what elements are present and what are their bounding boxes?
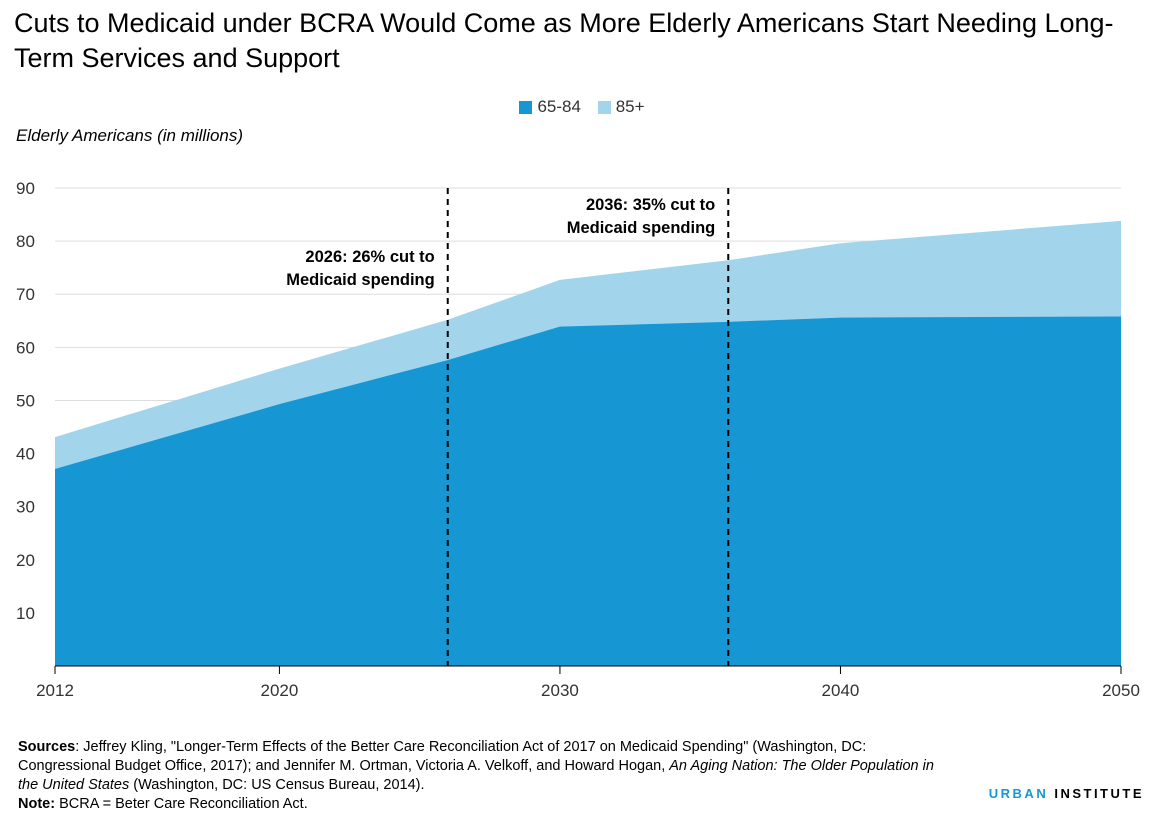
sources-text-2: (Washington, DC: US Census Bureau, 2014)… — [129, 777, 425, 793]
annotation-label-2036-line2: Medicaid spending — [567, 219, 716, 237]
y-tick-label-60: 60 — [16, 338, 35, 357]
y-tick-label-20: 20 — [16, 551, 35, 570]
y-tick-label-50: 50 — [16, 391, 35, 410]
annotation-label-2026-line1: 2026: 26% cut to — [305, 248, 434, 266]
y-tick-label-80: 80 — [16, 232, 35, 251]
brand-urban: URBAN — [988, 786, 1049, 801]
sources-italic: An Aging Nation: The Older Population in… — [18, 758, 934, 793]
x-tick-label-2030: 2030 — [541, 681, 579, 700]
annotation-label-2026-line2: Medicaid spending — [286, 271, 435, 289]
note-label: Note: — [18, 796, 56, 812]
legend: 65-84 85+ — [0, 97, 1164, 119]
x-tick-label-2050: 2050 — [1102, 681, 1140, 700]
note: Note: BCRA = Beter Care Reconciliation A… — [18, 795, 958, 814]
footer-notes: Sources: Jeffrey Kling, "Longer-Term Eff… — [18, 738, 958, 814]
sources-label: Sources — [18, 739, 76, 755]
legend-label-85-plus: 85+ — [615, 97, 645, 116]
legend-item-85-plus: 85+ — [597, 97, 645, 117]
note-text: BCRA = Beter Care Reconciliation Act. — [55, 796, 308, 812]
x-tick-label-2020: 2020 — [261, 681, 299, 700]
sources-text-1: : Jeffrey Kling, "Longer-Term Effects of… — [18, 739, 867, 774]
y-tick-label-30: 30 — [16, 498, 35, 517]
brand-institute: INSTITUTE — [1048, 786, 1144, 801]
x-tick-label-2012: 2012 — [36, 681, 74, 700]
legend-swatch-65-84 — [519, 100, 533, 114]
y-tick-label-90: 90 — [16, 179, 35, 198]
annotation-label-2036-line1: 2036: 35% cut to — [586, 196, 715, 214]
y-tick-label-10: 10 — [16, 604, 35, 623]
area-series-65-84 — [55, 316, 1121, 666]
x-tick-label-2040: 2040 — [822, 681, 860, 700]
urban-institute-logo: URBAN INSTITUTE — [989, 786, 1144, 801]
chart-title: Cuts to Medicaid under BCRA Would Come a… — [14, 8, 1114, 73]
y-axis-label: Elderly Americans (in millions) — [16, 126, 244, 145]
sources-note: Sources: Jeffrey Kling, "Longer-Term Eff… — [18, 738, 958, 795]
y-tick-label-40: 40 — [16, 445, 35, 464]
y-tick-label-70: 70 — [16, 285, 35, 304]
legend-label-65-84: 65-84 — [537, 97, 581, 116]
legend-item-65-84: 65-84 — [519, 97, 581, 117]
legend-swatch-85-plus — [597, 100, 611, 114]
